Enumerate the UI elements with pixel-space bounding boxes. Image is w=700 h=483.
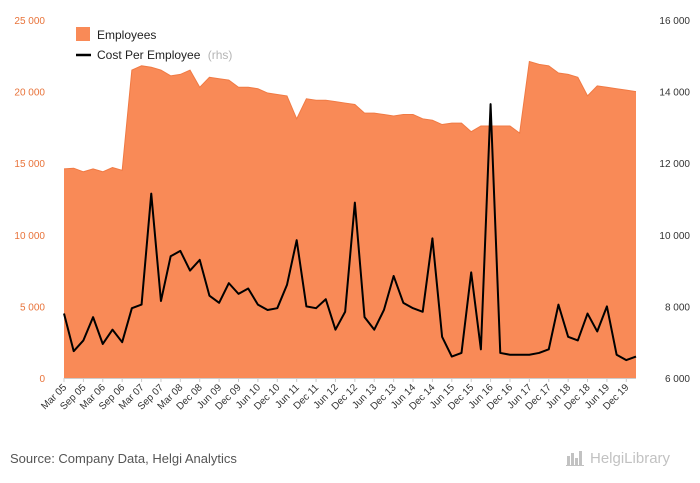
plot-area: [63, 60, 637, 378]
y-left-tick-label: 15 000: [14, 159, 45, 170]
y-right-tick-label: 16 000: [659, 16, 690, 27]
y-left-tick-label: 0: [39, 374, 45, 385]
logo-text: HelgiLibrary: [590, 450, 671, 467]
y-right-tick-label: 6 000: [665, 374, 690, 385]
y-right-tick-label: 12 000: [659, 159, 690, 170]
legend-label-cost: Cost Per Employee (rhs): [97, 48, 232, 62]
library-icon: [566, 451, 584, 466]
source-note: Source: Company Data, Helgi Analytics: [10, 451, 237, 466]
y-right-tick-label: 14 000: [659, 88, 690, 99]
helgi-library-logo: HelgiLibrary: [566, 450, 670, 467]
y-right-tick-label: 10 000: [659, 231, 690, 242]
employees-area-edge: [63, 60, 637, 173]
chart: 0 5 000 10 000 15 000 20 000 25 000 6 000 8 000…: [14, 16, 690, 413]
y-left-tick-label: 20 000: [14, 88, 45, 99]
cost-per-employee-line: [63, 103, 637, 362]
legend-label-employees: Employees: [97, 28, 156, 42]
y-left-tick-label: 25 000: [14, 16, 45, 27]
legend-swatch-employees: [76, 27, 90, 41]
y-left-tick-label: 10 000: [14, 231, 45, 242]
y-left-tick-label: 5 000: [20, 302, 45, 313]
legend: Employees Cost Per Employee (rhs): [76, 27, 232, 62]
y-right-tick-label: 8 000: [665, 302, 690, 313]
